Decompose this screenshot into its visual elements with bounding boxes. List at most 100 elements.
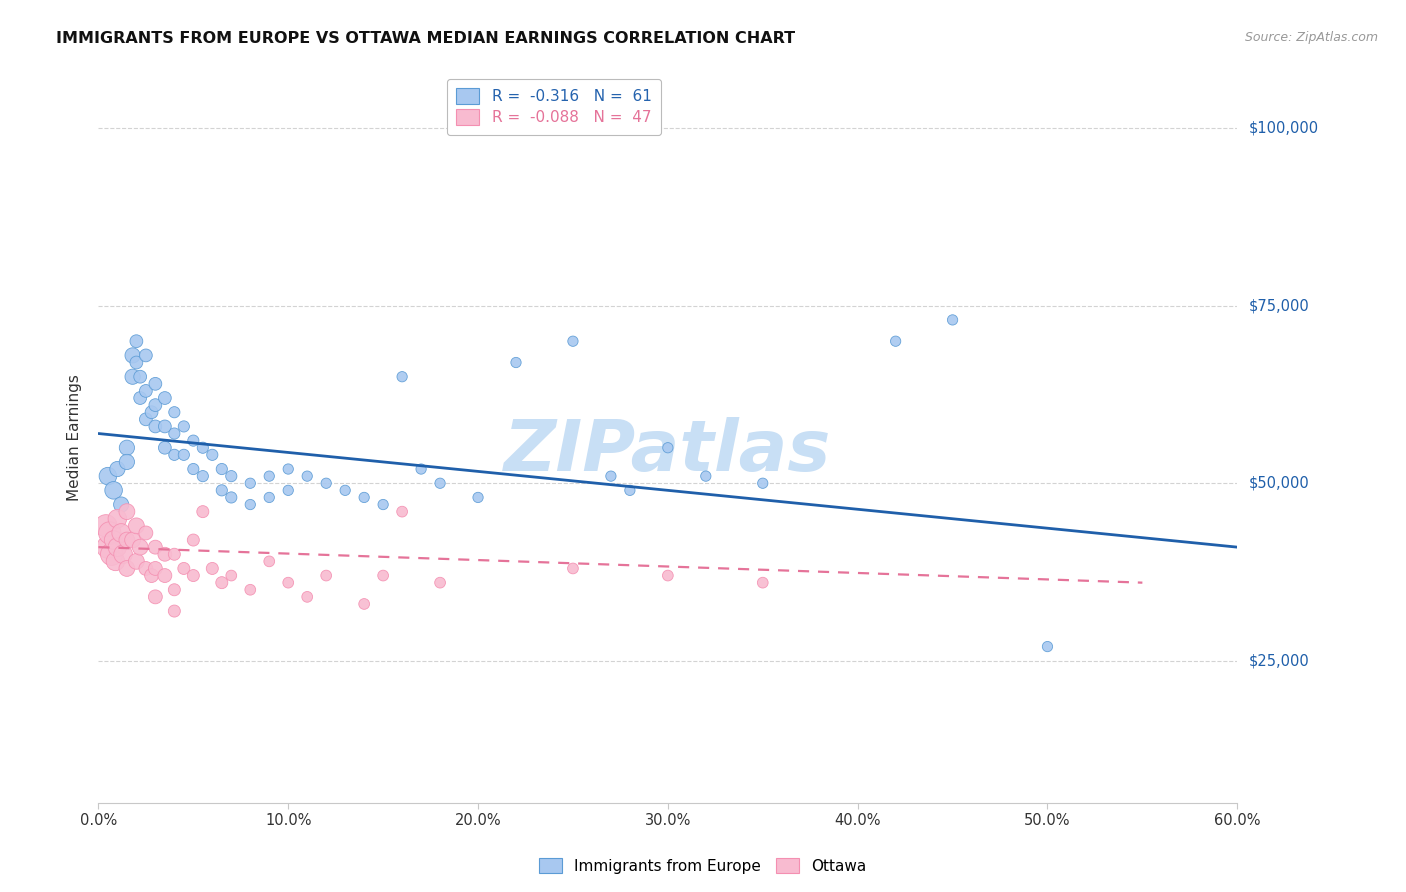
Point: [259, 554, 281, 568]
Point: [97, 540, 120, 554]
Point: [110, 525, 132, 540]
Legend: R =  -0.316   N =  61, R =  -0.088   N =  47: R = -0.316 N = 61, R = -0.088 N = 47: [447, 79, 661, 135]
Point: [163, 448, 186, 462]
Point: [1036, 640, 1059, 654]
Point: [353, 597, 375, 611]
Point: [103, 533, 125, 547]
Point: [183, 568, 205, 582]
Point: [163, 547, 186, 561]
Point: [115, 455, 138, 469]
Point: [277, 575, 299, 590]
Point: [129, 391, 152, 405]
Point: [135, 348, 157, 362]
Point: [112, 547, 135, 561]
Point: [505, 355, 527, 369]
Point: [391, 369, 413, 384]
Point: [163, 604, 186, 618]
Point: [191, 469, 214, 483]
Point: [115, 441, 138, 455]
Point: [297, 469, 319, 483]
Point: [145, 419, 167, 434]
Point: [135, 384, 157, 398]
Legend: Immigrants from Europe, Ottawa: Immigrants from Europe, Ottawa: [533, 852, 873, 880]
Point: [201, 448, 224, 462]
Point: [411, 462, 433, 476]
Point: [201, 561, 224, 575]
Point: [115, 505, 138, 519]
Point: [183, 434, 205, 448]
Point: [391, 505, 413, 519]
Point: [173, 561, 195, 575]
Point: [191, 441, 214, 455]
Point: [221, 469, 243, 483]
Point: [221, 568, 243, 582]
Point: [239, 582, 262, 597]
Point: [884, 334, 907, 349]
Point: [315, 476, 337, 491]
Point: [129, 369, 152, 384]
Point: [145, 398, 167, 412]
Point: [942, 313, 965, 327]
Point: [153, 441, 176, 455]
Text: IMMIGRANTS FROM EUROPE VS OTTAWA MEDIAN EARNINGS CORRELATION CHART: IMMIGRANTS FROM EUROPE VS OTTAWA MEDIAN …: [56, 31, 796, 46]
Point: [619, 483, 641, 498]
Point: [173, 448, 195, 462]
Point: [110, 498, 132, 512]
Point: [135, 412, 157, 426]
Point: [121, 348, 143, 362]
Point: [145, 561, 167, 575]
Point: [153, 419, 176, 434]
Point: [467, 491, 489, 505]
Point: [239, 476, 262, 491]
Point: [153, 391, 176, 405]
Point: [429, 476, 451, 491]
Point: [183, 462, 205, 476]
Point: [259, 469, 281, 483]
Point: [562, 561, 585, 575]
Point: [94, 519, 117, 533]
Point: [125, 355, 148, 369]
Point: [107, 512, 129, 526]
Point: [752, 476, 775, 491]
Y-axis label: Median Earnings: Median Earnings: [67, 374, 83, 500]
Point: [115, 561, 138, 575]
Point: [429, 575, 451, 590]
Point: [98, 525, 121, 540]
Point: [371, 568, 394, 582]
Point: [239, 498, 262, 512]
Point: [600, 469, 623, 483]
Point: [335, 483, 357, 498]
Point: [752, 575, 775, 590]
Point: [125, 554, 148, 568]
Point: [145, 540, 167, 554]
Point: [141, 568, 163, 582]
Point: [145, 376, 167, 391]
Point: [315, 568, 337, 582]
Text: $25,000: $25,000: [1249, 653, 1309, 668]
Point: [277, 483, 299, 498]
Point: [125, 334, 148, 349]
Point: [277, 462, 299, 476]
Point: [125, 519, 148, 533]
Point: [129, 540, 152, 554]
Point: [173, 419, 195, 434]
Point: [97, 469, 120, 483]
Point: [141, 405, 163, 419]
Point: [371, 498, 394, 512]
Point: [115, 533, 138, 547]
Text: $100,000: $100,000: [1249, 120, 1319, 136]
Point: [259, 491, 281, 505]
Point: [153, 547, 176, 561]
Text: Source: ZipAtlas.com: Source: ZipAtlas.com: [1244, 31, 1378, 45]
Point: [191, 505, 214, 519]
Point: [121, 533, 143, 547]
Point: [221, 491, 243, 505]
Text: $75,000: $75,000: [1249, 298, 1309, 313]
Point: [104, 554, 127, 568]
Point: [153, 568, 176, 582]
Point: [353, 491, 375, 505]
Point: [121, 369, 143, 384]
Point: [163, 426, 186, 441]
Point: [163, 582, 186, 597]
Point: [657, 441, 679, 455]
